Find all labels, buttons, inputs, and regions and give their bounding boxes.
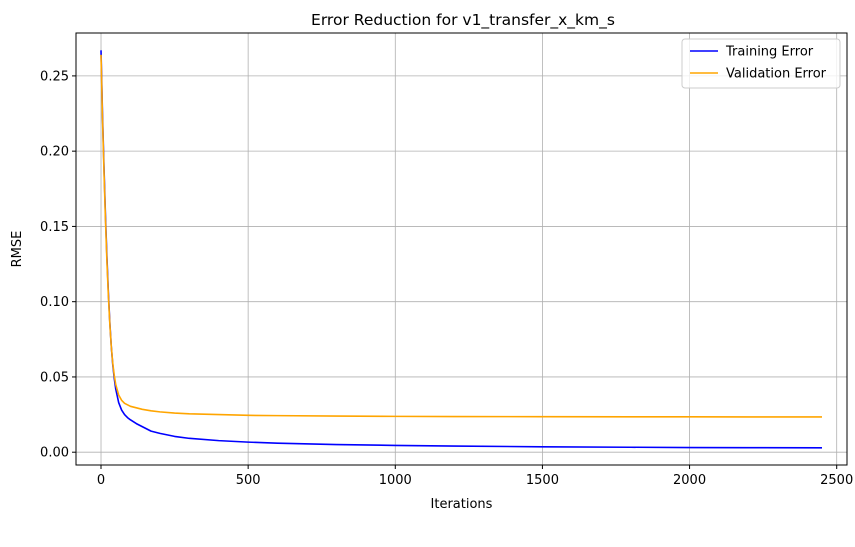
y-axis: 0.00 0.05 0.10 0.15 0.20 0.25 <box>40 69 76 461</box>
y-tick-label: 0.10 <box>40 295 69 310</box>
grid <box>76 33 847 465</box>
y-axis-label: RMSE <box>10 231 25 268</box>
x-tick-label: 500 <box>236 473 261 488</box>
y-tick-label: 0.00 <box>40 446 69 461</box>
y-tick-label: 0.20 <box>40 145 69 160</box>
chart-title: Error Reduction for v1_transfer_x_km_s <box>311 11 615 30</box>
legend: Training Error Validation Error <box>681 38 841 89</box>
y-tick-label: 0.05 <box>40 370 69 385</box>
series-layer <box>100 50 822 449</box>
legend-label: Training Error <box>725 45 814 60</box>
y-tick-label: 0.25 <box>40 69 69 84</box>
legend-box <box>681 38 841 89</box>
series-line-validation-error <box>100 54 822 418</box>
legend-label: Validation Error <box>726 67 827 82</box>
x-tick-label: 2000 <box>673 473 706 488</box>
x-tick-label: 2500 <box>820 473 853 488</box>
x-tick-label: 1000 <box>379 473 412 488</box>
x-tick-label: 0 <box>97 473 105 488</box>
plot-frame <box>75 32 848 466</box>
x-tick-label: 1500 <box>526 473 559 488</box>
plot-area <box>76 33 847 465</box>
y-tick-label: 0.15 <box>40 220 69 235</box>
x-axis-label: Iterations <box>431 497 493 512</box>
x-axis: 0 500 1000 1500 2000 2500 <box>97 465 853 488</box>
